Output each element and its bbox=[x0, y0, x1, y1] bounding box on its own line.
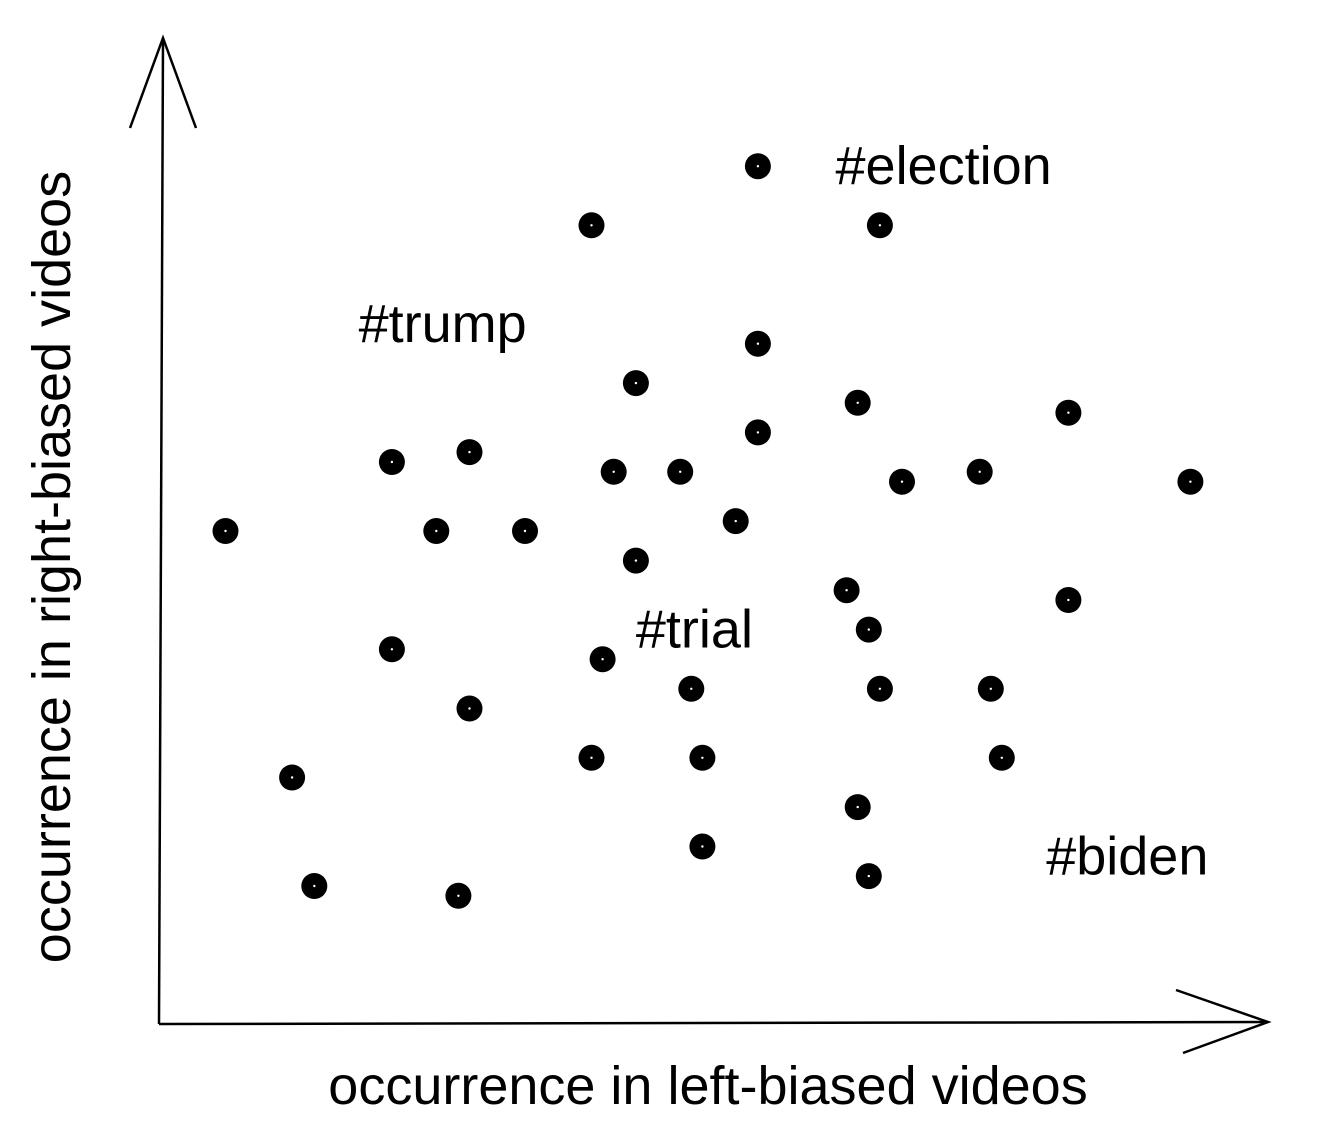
data-point-center bbox=[701, 845, 704, 848]
data-point bbox=[977, 675, 1004, 702]
data-point-center bbox=[989, 687, 992, 690]
data-point-center bbox=[756, 431, 760, 434]
y-axis-label: occurrence in right-biased videos bbox=[22, 171, 82, 963]
data-point bbox=[456, 439, 483, 466]
data-point bbox=[844, 389, 871, 416]
data-point-center bbox=[1189, 480, 1192, 483]
data-point bbox=[578, 212, 605, 239]
data-point bbox=[378, 449, 405, 475]
data-point-center bbox=[612, 470, 615, 473]
data-point-center bbox=[756, 342, 760, 345]
hashtag-label: #election bbox=[836, 136, 1052, 196]
data-point-center bbox=[978, 470, 981, 473]
data-point-center bbox=[390, 460, 394, 464]
hashtag-labels: #election #trump #trial #biden bbox=[359, 136, 1209, 886]
data-point bbox=[833, 577, 860, 604]
hashtag-label: #trump bbox=[359, 294, 527, 354]
data-point bbox=[279, 764, 306, 791]
data-point-center bbox=[690, 687, 693, 690]
data-point-center bbox=[313, 884, 316, 888]
x-axis-label: occurrence in left-biased videos bbox=[328, 1056, 1087, 1116]
x-axis-arrowhead bbox=[1175, 988, 1272, 1055]
y-axis-arrowhead bbox=[128, 34, 198, 129]
data-point-center bbox=[290, 776, 294, 779]
data-point bbox=[689, 833, 716, 860]
x-axis-line bbox=[158, 1020, 1269, 1026]
data-point-center bbox=[1000, 756, 1003, 759]
data-point bbox=[423, 518, 450, 544]
data-point bbox=[744, 419, 771, 446]
data-point-center bbox=[634, 381, 638, 385]
data-point bbox=[512, 518, 538, 544]
data-point-center bbox=[878, 224, 882, 227]
data-point-center bbox=[224, 529, 227, 533]
data-point-center bbox=[734, 519, 737, 523]
data-point-center bbox=[601, 658, 604, 661]
data-point-center bbox=[590, 224, 593, 227]
data-point-center bbox=[756, 165, 760, 168]
y-axis-line bbox=[157, 37, 165, 1025]
data-point bbox=[1055, 587, 1082, 613]
data-point bbox=[456, 695, 483, 722]
data-point bbox=[744, 330, 771, 357]
data-point bbox=[889, 468, 915, 495]
data-point bbox=[445, 882, 472, 909]
data-point-center bbox=[457, 894, 460, 897]
data-point bbox=[855, 616, 882, 643]
data-point-center bbox=[523, 529, 527, 533]
data-point bbox=[855, 863, 882, 890]
data-point bbox=[378, 636, 405, 663]
data-point-center bbox=[590, 756, 593, 759]
data-points bbox=[212, 153, 1204, 909]
data-point-center bbox=[867, 874, 870, 878]
data-point bbox=[988, 744, 1015, 771]
data-point-center bbox=[900, 480, 904, 483]
data-point bbox=[301, 873, 328, 899]
data-point bbox=[866, 212, 893, 239]
data-point bbox=[1055, 399, 1082, 426]
data-point-center bbox=[435, 529, 438, 533]
data-point bbox=[678, 675, 705, 702]
data-point bbox=[722, 508, 749, 535]
data-point-center bbox=[390, 648, 394, 651]
data-point bbox=[667, 458, 694, 485]
data-point-center bbox=[634, 559, 638, 562]
data-point-center bbox=[867, 628, 870, 631]
hashtag-label: #biden bbox=[1046, 826, 1208, 886]
data-point bbox=[844, 794, 871, 821]
data-point-center bbox=[1067, 598, 1070, 602]
data-point bbox=[212, 518, 239, 544]
data-point bbox=[966, 458, 993, 485]
data-point-center bbox=[845, 589, 848, 592]
data-point-center bbox=[468, 707, 471, 710]
data-point bbox=[622, 370, 649, 397]
data-point-center bbox=[856, 401, 859, 404]
data-point bbox=[1177, 468, 1204, 495]
data-point-center bbox=[701, 756, 704, 759]
data-point bbox=[600, 458, 627, 485]
data-point-center bbox=[679, 470, 682, 473]
data-point bbox=[622, 547, 649, 574]
data-point bbox=[744, 153, 771, 180]
data-point bbox=[578, 744, 605, 771]
data-point bbox=[689, 744, 716, 771]
data-point-center bbox=[1067, 411, 1070, 414]
data-point bbox=[589, 646, 616, 673]
hashtag-label: #trial bbox=[636, 600, 753, 660]
data-point bbox=[866, 675, 893, 702]
data-point-center bbox=[468, 450, 471, 454]
data-point-center bbox=[878, 687, 882, 690]
data-point-center bbox=[856, 805, 859, 809]
